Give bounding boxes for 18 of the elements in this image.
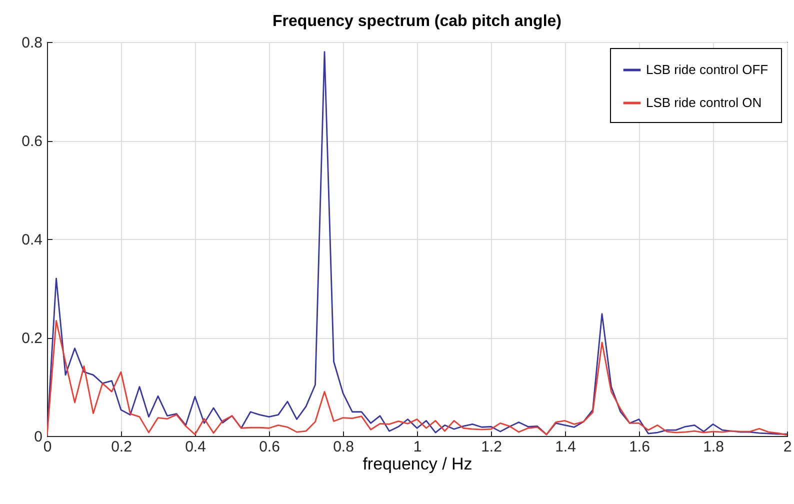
x-tick-label: 1.4 (555, 438, 576, 456)
legend-label: LSB ride control OFF (646, 62, 768, 77)
y-tick-label: 0.6 (22, 133, 42, 150)
x-tick-label: 0.8 (333, 438, 354, 456)
x-tick-label: 1.8 (703, 438, 724, 456)
legend-label: LSB ride control ON (646, 95, 762, 110)
x-tick-label: 0.2 (111, 438, 132, 456)
x-tick-label: 0.4 (185, 438, 206, 456)
y-tick-label: 0.4 (22, 232, 42, 248)
x-axis-title: frequency / Hz (362, 454, 472, 474)
y-tick-label: 0.8 (22, 34, 42, 52)
x-tick-label: 0.6 (259, 438, 280, 456)
x-tick-label: 1 (413, 438, 422, 456)
chart-title: Frequency spectrum (cab pitch angle) (272, 13, 562, 30)
x-tick-label: 1.6 (629, 438, 650, 456)
y-tick-label: 0.2 (22, 330, 42, 347)
x-tick-label: 1.2 (481, 438, 502, 456)
x-tick-label: 2 (783, 438, 792, 456)
